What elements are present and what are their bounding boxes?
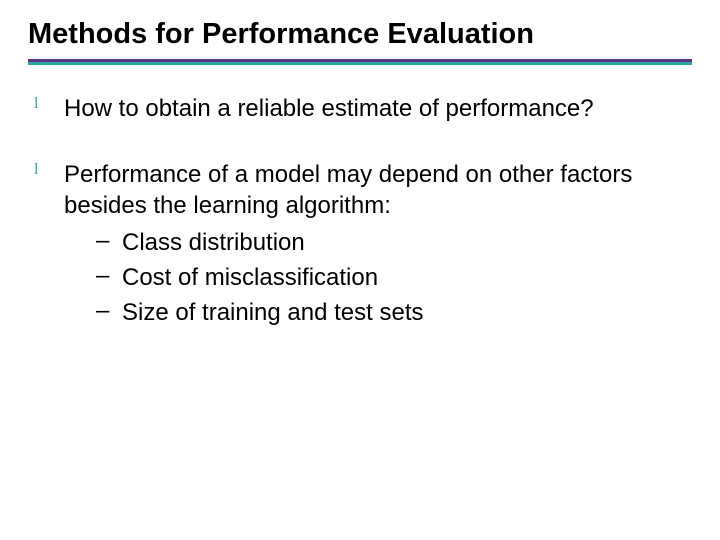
slide-title: Methods for Performance Evaluation (28, 18, 692, 51)
bullet-item: l Performance of a model may depend on o… (34, 159, 692, 221)
bullet-marker-icon: l (34, 159, 64, 179)
sub-bullet-item: – Class distribution (96, 227, 692, 258)
dash-icon: – (96, 227, 122, 255)
sub-bullet-item: – Size of training and test sets (96, 297, 692, 328)
sub-bullet-text: Class distribution (122, 227, 692, 258)
bullet-item: l How to obtain a reliable estimate of p… (34, 93, 692, 124)
sub-bullet-text: Cost of misclassification (122, 262, 692, 293)
sub-bullet-item: – Cost of misclassification (96, 262, 692, 293)
sub-bullet-list: – Class distribution – Cost of misclassi… (96, 227, 692, 329)
bullet-text: How to obtain a reliable estimate of per… (64, 93, 692, 124)
rule-bottom (28, 62, 692, 65)
sub-bullet-text: Size of training and test sets (122, 297, 692, 328)
dash-icon: – (96, 262, 122, 290)
bullet-text: Performance of a model may depend on oth… (64, 159, 692, 221)
slide: Methods for Performance Evaluation l How… (0, 0, 720, 540)
title-rule (28, 59, 692, 65)
bullet-marker-icon: l (34, 93, 64, 113)
dash-icon: – (96, 297, 122, 325)
content-area: l How to obtain a reliable estimate of p… (28, 93, 692, 328)
